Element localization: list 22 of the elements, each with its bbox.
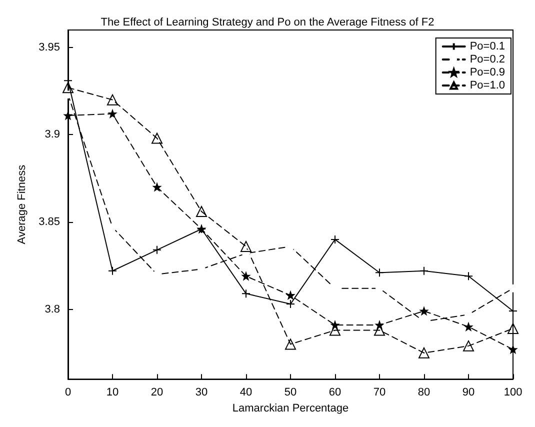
y-tick-label: 3.8 [44,303,60,316]
y-axis-title: Average Fitness [16,164,28,244]
y-tick-label: 3.9 [44,128,60,141]
y-tick-label: 3.85 [38,216,60,228]
legend-label: Po=0.9 [470,66,505,78]
legend-label: Po=0.1 [470,40,505,52]
x-tick-label: 30 [195,386,208,399]
x-tick-label: 20 [150,386,164,399]
x-axis-title: Lamarckian Percentage [232,402,349,414]
x-tick-label: 40 [240,386,252,399]
x-tick-label: 10 [106,386,119,399]
legend-label: Po=1.0 [470,80,505,92]
x-tick-label: 100 [504,386,522,399]
legend-label: Po=0.2 [470,54,505,66]
x-tick-label: 80 [418,386,430,399]
y-tick-label: 3.95 [38,41,60,54]
x-tick-label: 90 [462,386,475,399]
chart-title: The Effect of Learning Strategy and Po on the Average Fitness of F2 [100,16,434,28]
x-tick-label: 70 [373,386,386,399]
x-tick-label: 60 [328,386,342,399]
x-tick-label: 50 [284,386,297,399]
x-tick-label: 0 [64,386,72,399]
